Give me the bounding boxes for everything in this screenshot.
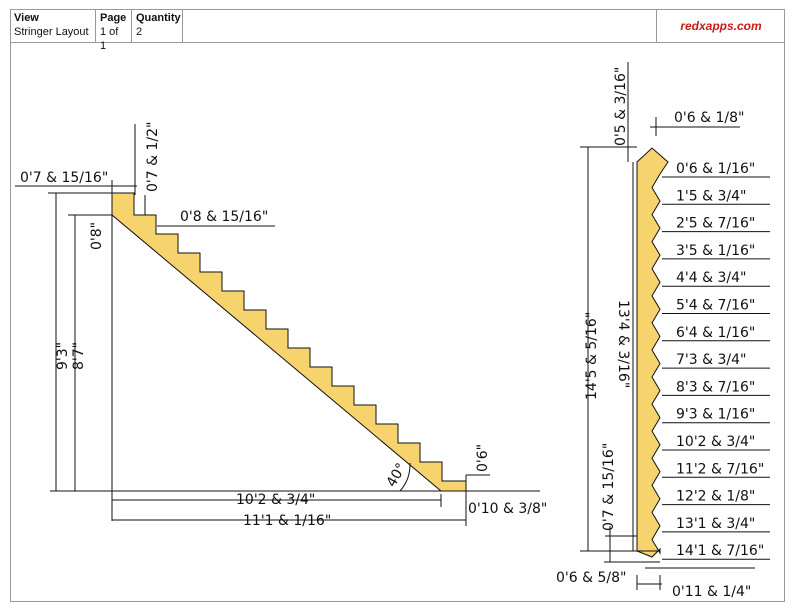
dim-inner-length: 13'4 & 3/16" xyxy=(615,300,631,388)
view-label: View xyxy=(14,12,39,24)
board-step-marks: 0'6 & 1/16" 1'5 & 3/4" 2'5 & 7/16" 3'5 & 1/… xyxy=(662,161,770,560)
dim-angle: 40° xyxy=(384,460,410,490)
board-view xyxy=(580,62,755,590)
dim-tread: 0'8 & 15/16" xyxy=(180,209,268,225)
dim-first-riser: 0'8" xyxy=(89,222,105,250)
stringer-side-shape xyxy=(111,192,467,492)
brand-logo[interactable]: redxapps.com xyxy=(656,9,785,42)
title-block: View Stringer Layout Page 1 of 1 Quantit… xyxy=(10,9,785,52)
dim-total-height: 9'3" xyxy=(55,342,71,370)
step-mark-label: 9'3 & 1/16" xyxy=(676,407,755,423)
page-label: Page xyxy=(100,12,127,24)
dim-bottom-width: 0'6 & 5/8" xyxy=(556,570,626,586)
dim-total-run: 11'1 & 1/16" xyxy=(243,513,331,529)
board-view-labels: 0'5 & 3/16" 0'6 & 1/8" 14'5 & 5/16" 13'4… xyxy=(556,67,751,600)
dim-bottom-offset: 0'7 & 15/16" xyxy=(601,443,617,531)
side-view xyxy=(15,124,540,526)
drawing-frame xyxy=(10,9,785,602)
page-cell: Page 1 of 1 xyxy=(96,9,132,52)
stringer-board-shape xyxy=(636,147,669,558)
view-value: Stringer Layout xyxy=(14,26,89,38)
step-mark-label: 2'5 & 7/16" xyxy=(676,216,755,232)
step-mark-label: 13'1 & 3/4" xyxy=(676,516,755,532)
step-mark-label: 4'4 & 3/4" xyxy=(676,270,746,286)
step-mark-label: 7'3 & 3/4" xyxy=(676,352,746,368)
dim-riser-top: 0'7 & 1/2" xyxy=(145,122,161,192)
dim-rise: 8'7" xyxy=(71,342,87,370)
step-mark-label: 14'1 & 7/16" xyxy=(676,543,764,559)
dim-run: 10'2 & 3/4" xyxy=(236,492,315,508)
side-view-labels: 0'7 & 15/16" 0'7 & 1/2" 0'8" 0'8 & 15/16… xyxy=(20,122,547,529)
dim-top-offset: 0'5 & 3/16" xyxy=(613,67,629,146)
step-mark-label: 1'5 & 3/4" xyxy=(676,188,746,204)
dim-bottom-tread: 0'10 & 3/8" xyxy=(468,501,547,517)
step-mark-label: 5'4 & 7/16" xyxy=(676,298,755,314)
dim-top-width: 0'6 & 1/8" xyxy=(674,110,744,126)
step-mark-label: 12'2 & 1/8" xyxy=(676,489,755,505)
quantity-label: Quantity xyxy=(136,12,181,24)
step-mark-label: 0'6 & 1/16" xyxy=(676,161,755,177)
dim-top-tread: 0'7 & 15/16" xyxy=(20,170,108,186)
page-value: 1 of 1 xyxy=(100,26,119,52)
step-mark-label: 8'3 & 7/16" xyxy=(676,379,755,395)
quantity-value: 2 xyxy=(136,26,143,38)
view-cell: View Stringer Layout xyxy=(10,9,96,42)
step-mark-label: 10'2 & 3/4" xyxy=(676,434,755,450)
step-mark-label: 6'4 & 1/16" xyxy=(676,325,755,341)
quantity-cell: Quantity 2 xyxy=(132,9,183,42)
dim-bottom-length: 0'11 & 1/4" xyxy=(672,584,751,600)
dim-overall-length: 14'5 & 5/16" xyxy=(584,312,600,400)
step-mark-label: 11'2 & 7/16" xyxy=(676,461,764,477)
dim-bottom-riser: 0'6" xyxy=(475,444,491,472)
step-mark-label: 3'5 & 1/16" xyxy=(676,243,755,259)
